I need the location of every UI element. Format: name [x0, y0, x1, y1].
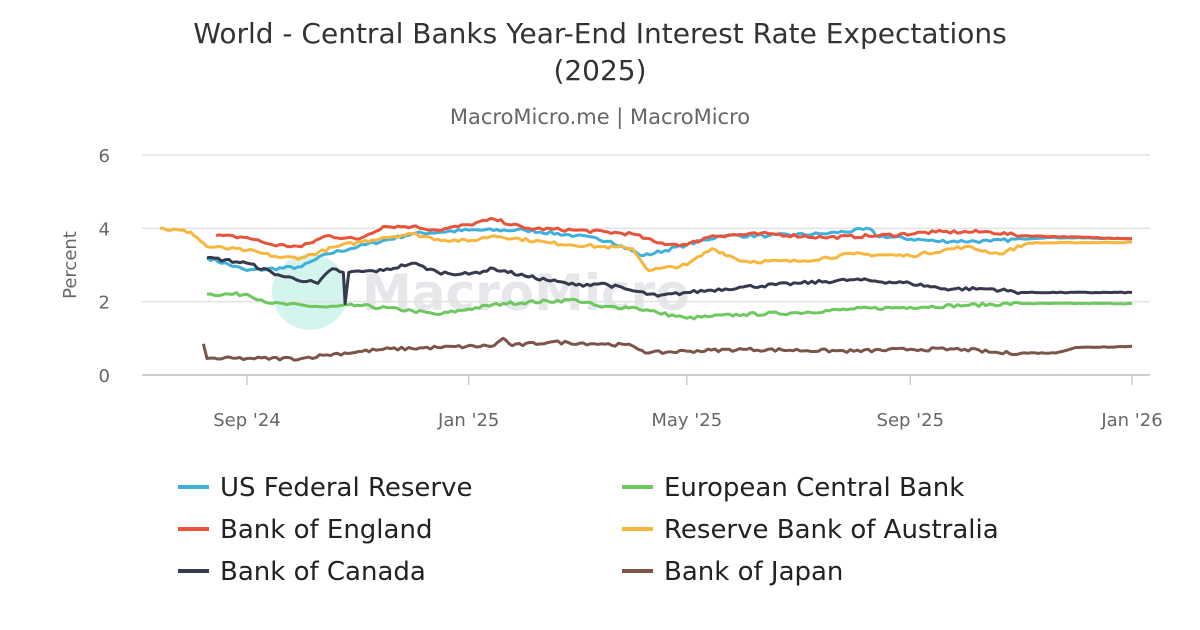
legend-label: Bank of Japan	[664, 557, 843, 587]
x-tick-label: May '25	[651, 410, 722, 431]
legend-label: European Central Bank	[664, 473, 964, 503]
chart-title-line2: (2025)	[553, 54, 646, 87]
legend-item[interactable]: Bank of Canada	[178, 557, 426, 587]
x-tick-label: Sep '25	[877, 410, 945, 431]
legend-item[interactable]: US Federal Reserve	[178, 473, 472, 503]
x-tick-label: Jan '25	[437, 410, 499, 431]
chart-title-line1: World - Central Banks Year-End Interest …	[193, 17, 1006, 50]
chart-subtitle: MacroMicro.me | MacroMicro	[450, 105, 750, 130]
y-tick-label: 2	[99, 293, 110, 314]
legend-item[interactable]: Bank of England	[178, 515, 432, 545]
watermark-logo-icon	[272, 254, 348, 330]
series-line-bank-of-japan[interactable]	[201, 336, 1132, 362]
series-line-reserve-bank-of-australia[interactable]	[159, 226, 1133, 272]
x-tick-label: Sep '24	[213, 410, 281, 431]
legend-label: Bank of England	[220, 515, 432, 545]
y-tick-label: 0	[99, 366, 110, 387]
legend-item[interactable]: European Central Bank	[622, 473, 964, 503]
legend-label: Bank of Canada	[220, 557, 426, 587]
series-line-us-federal-reserve[interactable]	[206, 226, 1133, 272]
legend-item[interactable]: Reserve Bank of Australia	[622, 515, 999, 545]
y-tick-label: 6	[99, 146, 110, 167]
x-tick-label: Jan '26	[1100, 410, 1162, 431]
series-line-bank-of-canada[interactable]	[206, 255, 1133, 305]
series-line-european-central-bank[interactable]	[206, 291, 1133, 321]
legend-item[interactable]: Bank of Japan	[622, 557, 843, 587]
y-axis-label: Percent	[60, 231, 81, 299]
y-tick-label: 4	[99, 219, 110, 240]
watermark: MacroMicro	[272, 254, 690, 330]
series-line-bank-of-england[interactable]	[215, 216, 1132, 249]
legend-label: Reserve Bank of Australia	[664, 515, 999, 545]
legend-label: US Federal Reserve	[220, 473, 472, 503]
